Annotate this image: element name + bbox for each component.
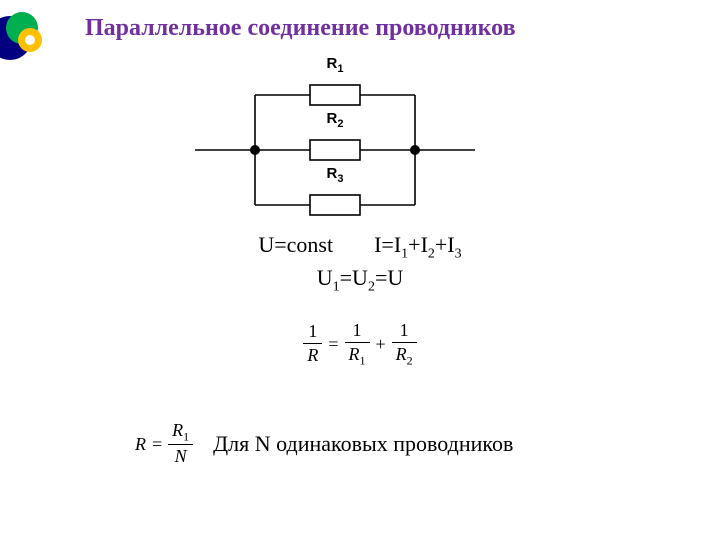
parallel-circuit-diagram: R1 R2 R3 — [195, 55, 475, 220]
formula-row-1: U=const I=I1+I2+I3 — [0, 232, 720, 262]
bottom-row: R = R1 N Для N одинаковых проводников — [135, 420, 635, 468]
formula-u-const: U=const — [258, 232, 333, 257]
formula-current-sum: I=I1+I2+I3 — [374, 232, 462, 257]
label-r1: R1 — [310, 55, 360, 75]
formula-reciprocal: 1 R = 1 R1 + 1 R2 — [0, 320, 720, 369]
label-r2: R2 — [310, 110, 360, 130]
formula-r-equals-r1-over-n: R = R1 N — [135, 420, 193, 468]
formula-voltage-equal: U1=U2=U — [317, 265, 403, 290]
slide-title: Параллельное соединение проводников — [85, 15, 516, 42]
formula-row-2: U1=U2=U — [0, 265, 720, 295]
label-r3: R3 — [310, 165, 360, 185]
corner-decoration — [0, 10, 60, 70]
note-identical-conductors: Для N одинаковых проводников — [213, 431, 513, 457]
